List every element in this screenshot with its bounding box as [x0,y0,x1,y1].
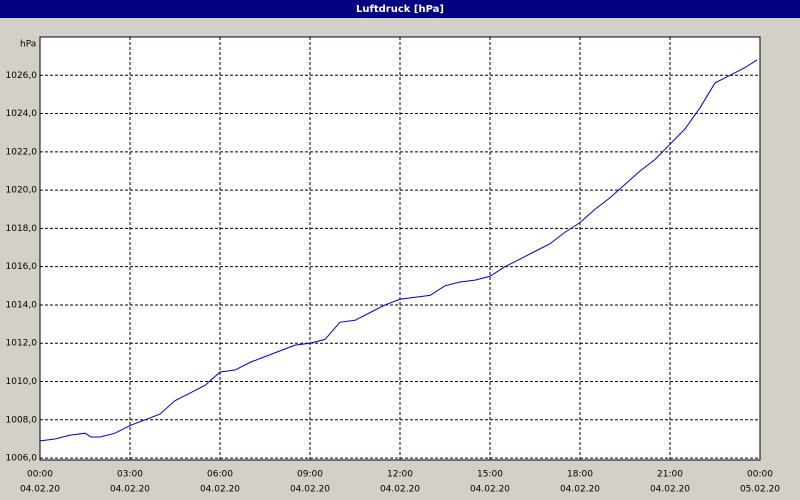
y-tick-label: 1018,0 [6,224,38,234]
x-tick-date: 04.02.20 [470,485,510,495]
x-tick-label: 06:00 [207,470,233,480]
x-tick-date: 04.02.20 [560,485,600,495]
chart-title: Luftdruck [hPa] [356,4,444,15]
y-tick-label: 1016,0 [6,262,38,272]
y-tick-label: 1010,0 [6,377,38,387]
y-tick-label: 1008,0 [6,415,38,425]
y-tick-label: 1024,0 [6,109,38,119]
x-tick-date: 04.02.20 [200,485,240,495]
y-tick-label: 1026,0 [6,71,38,81]
x-tick-date: 04.02.20 [380,485,420,495]
x-tick-label: 18:00 [567,470,593,480]
y-tick-label: 1014,0 [6,300,38,310]
x-tick-label: 00:00 [27,470,53,480]
y-tick-label: 1022,0 [6,147,38,157]
x-tick-date: 05.02.20 [740,485,780,495]
x-tick-date: 04.02.20 [110,485,150,495]
x-tick-label: 09:00 [297,470,323,480]
x-tick-label: 00:00 [747,470,773,480]
x-tick-date: 04.02.20 [290,485,330,495]
data-line [39,59,758,442]
y-tick-label: 1006,0 [6,454,38,464]
title-bar [0,0,800,18]
x-tick-label: 21:00 [657,470,683,480]
x-tick-date: 04.02.20 [650,485,690,495]
x-tick-date: 04.02.20 [20,485,60,495]
y-tick-label: 1012,0 [6,339,38,349]
x-tick-label: 15:00 [477,470,503,480]
y-tick-label: 1020,0 [6,186,38,196]
x-tick-label: 03:00 [117,470,143,480]
x-tick-label: 12:00 [387,470,413,480]
y-unit: hPa [20,40,36,50]
